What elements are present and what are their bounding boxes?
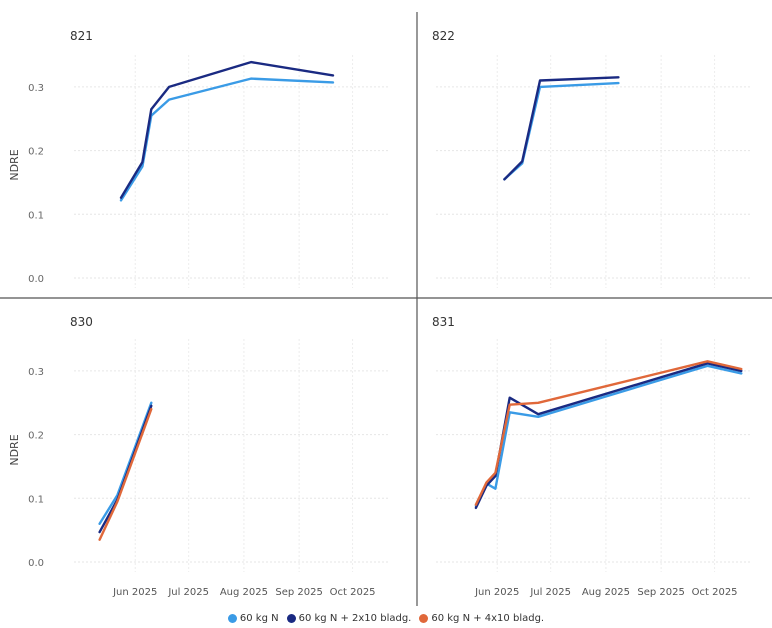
series-line-821-1 (119, 60, 335, 199)
legend-swatch-4x10 (419, 613, 429, 623)
x-tick-label-right-2: Aug 2025 (582, 587, 630, 598)
series-line-831-1 (474, 362, 743, 510)
x-tick-label-right-4: Oct 2025 (692, 587, 738, 598)
legend-item-2x10[interactable]: 60 kg N + 2x10 bladg. (286, 612, 412, 624)
y-tick-label-821-3: 0.3 (28, 83, 44, 94)
panel-title-831: 831 (432, 315, 455, 329)
series-line-822-0 (503, 81, 620, 181)
x-tick-label-left-4: Oct 2025 (330, 587, 376, 598)
series-line-830-2 (98, 407, 153, 541)
legend: 60 kg N 60 kg N + 2x10 bladg. 60 kg N + … (0, 608, 772, 628)
panel-title-822: 822 (432, 29, 455, 43)
legend-item-4x10[interactable]: 60 kg N + 4x10 bladg. (419, 613, 544, 624)
x-tick-label-left-3: Sep 2025 (275, 587, 322, 598)
y-tick-label-830-1: 0.1 (28, 494, 44, 505)
x-tick-label-right-0: Jun 2025 (474, 587, 519, 598)
legend-swatch-60kgn (227, 613, 237, 623)
grid-layer (74, 55, 752, 572)
series-line-831-0 (474, 364, 743, 508)
panel-title-821: 821 (70, 29, 93, 43)
legend-swatch-2x10 (286, 613, 296, 623)
series-line-830-0 (98, 401, 153, 525)
y-axis-label-bottom: NDRE (8, 434, 21, 465)
y-tick-label-821-0: 0.0 (28, 274, 44, 285)
x-tick-label-left-1: Jul 2025 (167, 587, 209, 598)
y-axis-label-top: NDRE (8, 149, 21, 180)
y-tick-label-830-2: 0.2 (28, 431, 44, 442)
y-tick-label-821-2: 0.2 (28, 147, 44, 158)
y-tick-label-821-1: 0.1 (28, 210, 44, 221)
series-line-831-2 (474, 360, 743, 506)
series-line-821-0 (119, 77, 335, 202)
legend-label-60kgn: 60 kg N (239, 612, 279, 624)
legend-label-2x10: 60 kg N + 2x10 bladg. (298, 612, 412, 624)
series-line-822-1 (503, 76, 620, 181)
x-tick-label-left-2: Aug 2025 (220, 587, 268, 598)
x-tick-label-right-3: Sep 2025 (637, 587, 684, 598)
tick-layer: 0.0 0.1 0.2 0.3 0.0 0.1 0.2 0.3 Jun 2025 Jul 2025… (28, 83, 737, 598)
x-tick-label-left-0: Jun 2025 (112, 587, 157, 598)
series-layer (98, 60, 743, 541)
y-tick-label-830-3: 0.3 (28, 367, 44, 378)
y-tick-label-830-0: 0.0 (28, 558, 44, 569)
panel-title-830: 830 (70, 315, 93, 329)
legend-label-4x10: 60 kg N + 4x10 bladg. (431, 612, 545, 624)
x-tick-label-right-1: Jul 2025 (529, 587, 571, 598)
legend-item-60kgn[interactable]: 60 kg N (227, 612, 279, 624)
